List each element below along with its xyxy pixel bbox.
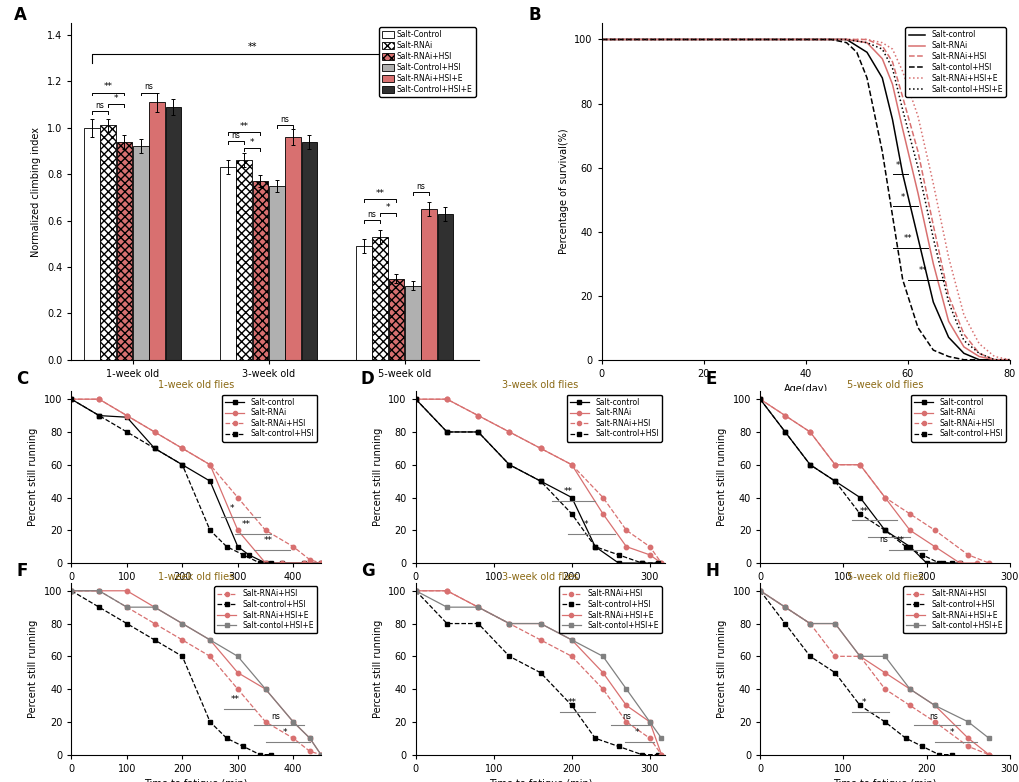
Text: ns: ns: [367, 210, 376, 219]
Text: B: B: [528, 6, 540, 24]
X-axis label: Age(day): Age(day): [783, 384, 827, 394]
Y-axis label: Percent still running: Percent still running: [716, 428, 727, 526]
Bar: [302, 142, 317, 360]
Y-axis label: Normalized climbing index: Normalized climbing index: [32, 127, 42, 256]
Text: **: **: [859, 507, 868, 516]
Text: **: **: [104, 82, 112, 91]
Text: H: H: [704, 561, 718, 579]
Text: **: **: [230, 695, 239, 705]
Text: D: D: [361, 370, 374, 388]
Text: **: **: [562, 487, 572, 497]
Y-axis label: Percentage of survival(%): Percentage of survival(%): [558, 129, 569, 254]
Text: *: *: [229, 504, 234, 513]
Bar: [100, 125, 116, 360]
Text: *: *: [895, 160, 899, 170]
Text: *: *: [385, 203, 390, 212]
Text: ns: ns: [231, 131, 240, 140]
Text: **: **: [918, 266, 926, 275]
Bar: [132, 146, 149, 360]
X-axis label: Time to fatigue (min): Time to fatigue (min): [833, 779, 935, 782]
Bar: [372, 237, 387, 360]
Text: F: F: [16, 561, 28, 579]
Bar: [388, 278, 404, 360]
Legend: Salt-control, Salt-RNAi, Salt-RNAi+HSI, Salt-control+HSI: Salt-control, Salt-RNAi, Salt-RNAi+HSI, …: [910, 395, 1005, 442]
Legend: Salt-control, Salt-RNAi, Salt-RNAi+HSI, Salt-control+HSI: Salt-control, Salt-RNAi, Salt-RNAi+HSI, …: [222, 395, 317, 442]
Legend: Salt-control, Salt-RNAi, Salt-RNAi+HSI, Salt-control+HSI: Salt-control, Salt-RNAi, Salt-RNAi+HSI, …: [567, 395, 661, 442]
Bar: [220, 167, 235, 360]
Title: 1-week old flies: 1-week old flies: [158, 380, 234, 390]
Text: ns: ns: [622, 712, 630, 720]
Title: 3-week old flies: 3-week old flies: [502, 380, 578, 390]
Bar: [149, 102, 165, 360]
Title: 5-week old flies: 5-week old flies: [846, 380, 922, 390]
Bar: [437, 213, 452, 360]
Text: E: E: [704, 370, 716, 388]
Title: 1-week old flies: 1-week old flies: [158, 572, 234, 582]
Text: **: **: [264, 536, 272, 545]
Text: C: C: [16, 370, 29, 388]
X-axis label: Time to fatigue (min): Time to fatigue (min): [488, 779, 592, 782]
X-axis label: Time to fatigue (min): Time to fatigue (min): [145, 779, 248, 782]
Y-axis label: Percent still running: Percent still running: [373, 428, 382, 526]
Text: **: **: [242, 520, 251, 529]
Text: **: **: [239, 122, 249, 131]
Text: ns: ns: [271, 712, 279, 720]
Text: **: **: [248, 42, 257, 52]
Text: *: *: [634, 728, 638, 737]
Legend: Salt-RNAi+HSI, Salt-control+HSI, Salt-RNAi+HSI+E, Salt-contol+HSI+E: Salt-RNAi+HSI, Salt-control+HSI, Salt-RN…: [558, 586, 661, 633]
Bar: [285, 137, 301, 360]
Bar: [253, 181, 268, 360]
Text: *: *: [250, 138, 255, 147]
Text: G: G: [361, 561, 374, 579]
Text: *: *: [861, 698, 865, 708]
Y-axis label: Percent still running: Percent still running: [373, 619, 382, 718]
Legend: Salt-RNAi+HSI, Salt-control+HSI, Salt-RNAi+HSI+E, Salt-contol+HSI+E: Salt-RNAi+HSI, Salt-control+HSI, Salt-RN…: [214, 586, 317, 633]
X-axis label: Time to fatigue (min): Time to fatigue (min): [145, 587, 248, 597]
Text: **: **: [375, 189, 384, 198]
Legend: Salt-Control, Salt-RNAi, Salt-RNAi+HSI, Salt-Control+HSI, Salt-RNAi+HSI+E, Salt-: Salt-Control, Salt-RNAi, Salt-RNAi+HSI, …: [379, 27, 475, 97]
Text: *: *: [114, 94, 118, 103]
Y-axis label: Percent still running: Percent still running: [29, 619, 39, 718]
Text: A: A: [14, 6, 28, 24]
Text: ns: ns: [878, 535, 887, 543]
Bar: [269, 186, 284, 360]
Text: *: *: [900, 192, 904, 202]
Bar: [421, 209, 436, 360]
Text: **: **: [895, 536, 904, 545]
Text: **: **: [567, 698, 576, 708]
Bar: [236, 160, 252, 360]
Bar: [84, 127, 100, 360]
Text: ns: ns: [145, 82, 153, 91]
Text: **: **: [903, 235, 911, 243]
Text: *: *: [282, 728, 287, 737]
Text: *: *: [583, 520, 588, 529]
Bar: [116, 142, 132, 360]
Text: ns: ns: [928, 712, 936, 720]
Y-axis label: Percent still running: Percent still running: [29, 428, 39, 526]
Legend: Salt-control, Salt-RNAi, Salt-RNAi+HSI, Salt-contol+HSI, Salt-RNAi+HSI+E, Salt-c: Salt-control, Salt-RNAi, Salt-RNAi+HSI, …: [905, 27, 1005, 97]
X-axis label: Time to fatigue (min): Time to fatigue (min): [488, 587, 592, 597]
Text: ns: ns: [96, 101, 104, 110]
X-axis label: Time to fatigue (min): Time to fatigue (min): [833, 587, 935, 597]
Text: ns: ns: [280, 115, 289, 124]
Text: *: *: [949, 728, 953, 737]
Bar: [356, 246, 371, 360]
Title: 5-week old flies: 5-week old flies: [846, 572, 922, 582]
Y-axis label: Percent still running: Percent still running: [716, 619, 727, 718]
Legend: Salt-RNAi+HSI, Salt-control+HSI, Salt-RNAi+HSI+E, Salt-contol+HSI+E: Salt-RNAi+HSI, Salt-control+HSI, Salt-RN…: [902, 586, 1005, 633]
Bar: [405, 285, 420, 360]
Title: 3-week old flies: 3-week old flies: [502, 572, 578, 582]
Text: ns: ns: [416, 182, 425, 191]
Bar: [165, 107, 181, 360]
